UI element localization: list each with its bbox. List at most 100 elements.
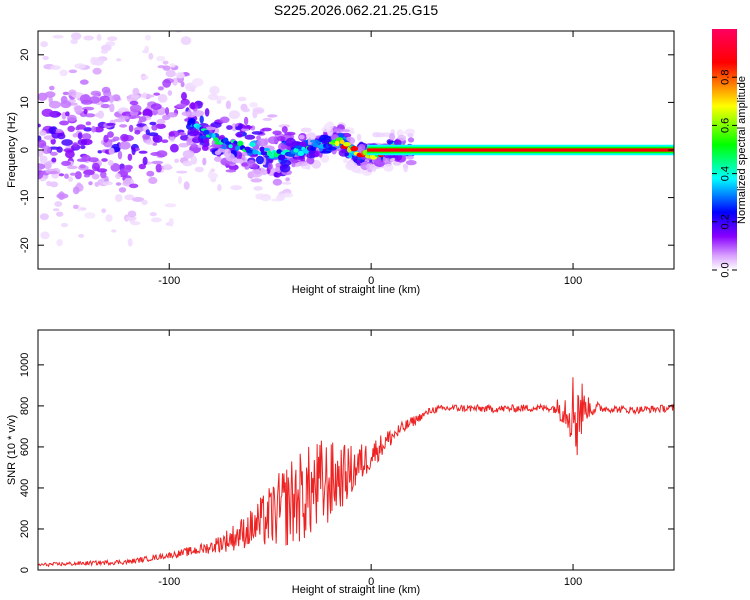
spectral-blob [88,181,93,186]
spectral-blob [167,90,173,96]
colorbar-tick-label: 0.4 [720,166,732,181]
spectral-blob [273,171,279,178]
spectral-blob [85,121,92,126]
ridge-point [257,151,262,156]
spectral-blob [118,141,131,150]
spectral-blob [40,41,48,48]
spectral-blob [407,133,414,138]
spectral-blob [49,85,55,91]
ridge-point [350,145,359,152]
colorbar: 0.0 0.2 0.4 0.6 0.8 Normalized spectral ampl… [712,29,748,278]
spectral-blob [230,185,243,191]
spectral-blob [183,181,190,190]
colorbar-tick-label: 0.0 [720,262,732,277]
spectral-blob [61,139,73,146]
spectral-blob [228,164,239,171]
spectral-blob [155,163,162,173]
spectral-blob [243,116,249,126]
spectral-blob [90,90,102,97]
spectral-blob [176,103,187,108]
spectral-blob [272,130,282,136]
ridge-point [297,150,305,156]
spectrogram-y-label: Frequency (Hz) [6,112,18,188]
x-tick-label: 0 [368,275,374,287]
spectral-blob [152,134,163,143]
spectral-blob [105,214,113,223]
spectral-blob [130,221,141,226]
ridge-point [188,117,196,124]
spectral-blob [120,133,129,142]
y-tick-label: 800 [19,397,31,415]
x-tick-label: 100 [564,275,582,287]
spectral-blob [278,124,291,128]
y-tick-label: 600 [19,438,31,456]
spectral-blob [327,146,337,151]
ridge-point [235,145,241,150]
spectral-blob [204,108,210,117]
spectral-blob [210,122,222,128]
spectral-blob [138,116,147,123]
spectral-blob [182,160,193,167]
spectral-blob [190,143,197,148]
spectral-blob [397,134,407,142]
spectral-blob [39,155,48,164]
spectral-blob [168,131,175,137]
spectral-blob [65,111,70,117]
spectrogram-marks [38,31,674,247]
ridge-point [339,139,345,145]
spectral-blob [47,171,60,175]
spectral-blob [142,108,152,118]
x-tick-label: -100 [158,576,180,588]
spectral-blob [81,99,93,105]
x-tick-label: 100 [564,576,582,588]
spectral-blob [42,145,52,154]
ridge-point [225,141,232,145]
spectral-blob [91,162,100,172]
spectral-blob [109,103,115,113]
spectral-blob [90,56,98,65]
spectral-blob [74,63,86,69]
spectral-blob [164,107,170,115]
spectral-blob [49,181,59,188]
spectral-blob [217,148,225,153]
spectral-blob [191,78,204,87]
spectral-blob [255,155,264,165]
spectral-blob [79,164,86,169]
spectral-blob [40,231,50,240]
ridge-point [334,140,340,147]
spectral-blob [140,75,149,80]
spectrogram-y-ticks: -20 -10 0 10 20 [19,49,674,253]
spectral-blob [291,162,296,168]
spectral-blob [320,154,330,163]
y-tick-label: 0 [19,147,31,153]
spectrogram-x-ticks: -100 0 100 [158,31,582,287]
spectral-blob [83,169,95,176]
spectral-blob [83,109,88,115]
spectral-blob [279,164,291,173]
spectral-blob [194,166,204,173]
spectral-blob [128,124,134,133]
spectral-blob [41,108,54,117]
spectral-blob [320,150,332,154]
spectral-blob [252,107,265,115]
spectral-blob [228,110,240,120]
spectral-blob [129,104,142,113]
spectral-blob [138,163,146,170]
colorbar-ticks: 0.0 0.2 0.4 0.6 0.8 [712,70,737,278]
spectral-blob [344,152,349,156]
spectral-blob [349,130,355,134]
spectral-blob [276,194,285,201]
spectral-blob [49,100,61,109]
ridge-point [269,154,275,159]
spectral-blob [261,197,271,201]
spectral-blob [177,176,182,185]
spectral-blob [91,173,100,180]
spectral-blob [394,139,402,147]
ridge-point [293,147,299,153]
spectral-blob [38,163,46,170]
snr-y-label: SNR (10 * v/v) [6,415,18,485]
spectral-blob [112,136,120,142]
spectral-blob [122,179,132,185]
spectral-blob [180,81,185,88]
